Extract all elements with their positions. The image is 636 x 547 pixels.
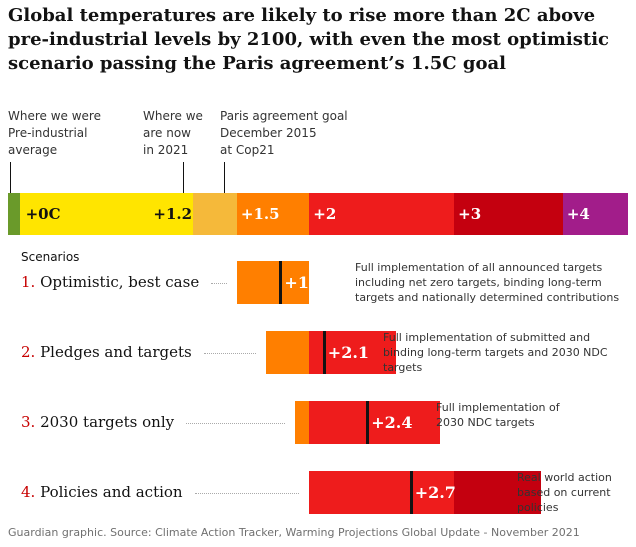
scenario-name: 1. Optimistic, best case <box>21 273 199 291</box>
central-estimate-line <box>409 471 413 514</box>
scenario-bar: +2.4 <box>294 401 440 444</box>
marker-tick-preindustrial <box>10 162 11 193</box>
scenario-description-line: targets and nationally determined contri… <box>355 291 620 304</box>
scenario-number: 3. <box>21 413 41 431</box>
leader-dots <box>211 283 227 284</box>
scale-segment <box>454 193 563 235</box>
scale-segment <box>8 193 20 235</box>
scenario-description-line: policies <box>517 501 559 514</box>
scenario-description-line: Full implementation of <box>436 401 560 414</box>
scale-label: +4 <box>566 205 590 223</box>
scenario-label: Policies and action <box>40 483 183 501</box>
marker-now: Where we are now in 2021 <box>143 109 203 157</box>
central-estimate-label: +2.7 <box>414 483 456 502</box>
scale-segment <box>562 193 628 235</box>
leader-dots <box>194 493 300 494</box>
scenario-bar: +1.8 <box>236 261 326 304</box>
scale-label: +0C <box>25 205 61 223</box>
scenario-description: Full implementation of 2030 NDC targets <box>436 400 632 430</box>
leader-dots <box>203 353 256 354</box>
central-estimate-label: +2.4 <box>371 413 413 432</box>
central-estimate-line <box>366 401 370 444</box>
scenario-bar-segment <box>309 401 440 444</box>
temperature-scale: +0C +1.2 +1.5 +2 +3 +4 <box>8 193 628 235</box>
scenario-bar-segment <box>454 471 542 514</box>
scale-label: +1.5 <box>240 205 280 223</box>
scenario-bar-segment <box>265 331 310 374</box>
scenario-description: Full implementation of submitted and bind… <box>383 330 632 375</box>
leader-dots <box>186 423 285 424</box>
scenario-number: 2. <box>21 343 41 361</box>
scenario-name: 2. Pledges and targets <box>21 343 192 361</box>
scenario-description-line: Full implementation of submitted and <box>383 331 591 344</box>
marker-preindustrial: Where we were Pre-industrial average <box>8 109 101 157</box>
scenario-description-line: targets <box>383 361 423 374</box>
scenario-bar-segment <box>236 261 310 304</box>
marker-paris: Paris agreement goal December 2015 at Cop2… <box>220 109 348 157</box>
scenario-name: 4. Policies and action <box>21 483 183 501</box>
scenario-description-line: including net zero targets, binding long… <box>355 276 602 289</box>
scenario-number: 1. <box>21 273 41 291</box>
central-estimate-line <box>322 331 326 374</box>
scenario-label: 2030 targets only <box>40 413 175 431</box>
scale-label: +1.2 <box>153 205 193 223</box>
scale-label: +2 <box>313 205 337 223</box>
source-note: Guardian graphic. Source: Climate Action… <box>8 526 580 539</box>
central-estimate-label: +1.8 <box>284 273 326 292</box>
scenario-name: 3. 2030 targets only <box>21 413 174 431</box>
scenario-label: Optimistic, best case <box>40 273 200 291</box>
scale-segment <box>309 193 455 235</box>
central-estimate-line <box>279 261 283 304</box>
scenario-bar-segment <box>309 471 455 514</box>
scenario-description-line: 2030 NDC targets <box>436 416 535 429</box>
scenario-description: Real world action based on current policie… <box>517 470 632 515</box>
scenario-bar: +2.1 <box>265 331 397 374</box>
scenario-description-line: based on current <box>517 486 611 499</box>
scenario-label: Pledges and targets <box>40 343 192 361</box>
scale-segment <box>236 193 310 235</box>
chart-title: Global temperatures are likely to rise m… <box>8 5 609 74</box>
scenario-description: Full implementation of all announced tar… <box>355 260 632 305</box>
scale-segment <box>193 193 237 235</box>
scale-label: +3 <box>458 205 482 223</box>
central-estimate-label: +2.1 <box>327 343 370 362</box>
scenario-bar-segment <box>294 401 310 444</box>
scenario-description-line: binding long-term targets and 2030 NDC <box>383 346 608 359</box>
scenario-number: 4. <box>21 483 41 501</box>
scenario-description-line: Full implementation of all announced tar… <box>355 261 603 274</box>
scenarios-heading: Scenarios <box>21 250 80 264</box>
marker-tick-paris <box>224 162 225 193</box>
scenario-description-line: Real world action <box>517 471 612 484</box>
scale-segment <box>19 193 194 235</box>
scenario-bar: +2.7 <box>309 471 542 514</box>
